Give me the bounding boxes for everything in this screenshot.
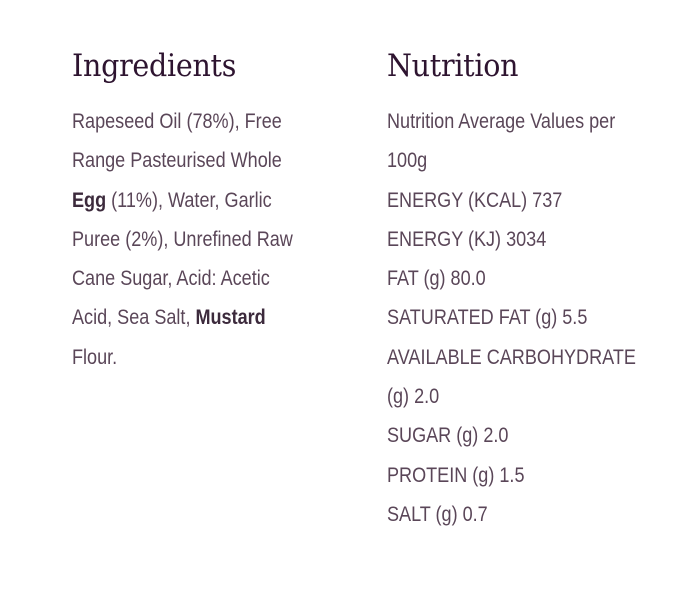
allergen-mustard: Mustard <box>195 306 266 330</box>
ingredients-line: Cane Sugar, Acid: Acetic <box>72 259 356 298</box>
ingredients-line: Acid, Sea Salt, Mustard <box>72 298 356 337</box>
nutrition-saturated-fat: SATURATED FAT (g) 5.5 <box>387 306 588 330</box>
nutrition-intro-unit: 100g <box>387 149 428 173</box>
ingredients-line: Rapeseed Oil (78%), Free <box>72 102 356 141</box>
nutrition-carbohydrate-value: (g) 2.0 <box>387 385 440 409</box>
nutrition-salt: SALT (g) 0.7 <box>387 502 488 526</box>
nutrition-list: Nutrition Average Values per 100g ENERGY… <box>387 102 679 534</box>
nutrition-intro: Nutrition Average Values per <box>387 110 616 133</box>
ingredients-line: Egg (11%), Water, Garlic <box>72 181 356 220</box>
ingredient-text: Cane Sugar, Acid: Acetic <box>72 267 270 291</box>
nutrition-heading: Nutrition <box>387 48 519 84</box>
nutrition-energy-kcal: ENERGY (KCAL) 737 <box>387 188 563 212</box>
nutrition-energy-kj: ENERGY (KJ) 3034 <box>387 227 547 251</box>
ingredient-text: (11%), Water, Garlic <box>106 188 272 212</box>
nutrition-section: Nutrition Nutrition Average Values per 1… <box>387 44 677 534</box>
ingredient-text: Flour. <box>72 345 118 369</box>
ingredient-text: Rapeseed Oil (78%), Free <box>72 110 282 133</box>
nutrition-carbohydrate-label: AVAILABLE CARBOHYDRATE <box>387 345 636 369</box>
ingredients-list: Rapeseed Oil (78%), Free Range Pasteuris… <box>72 102 356 377</box>
ingredient-text: Puree (2%), Unrefined Raw <box>72 227 293 251</box>
ingredients-line: Flour. <box>72 338 356 377</box>
nutrition-protein: PROTEIN (g) 1.5 <box>387 463 525 487</box>
nutrition-sugar: SUGAR (g) 2.0 <box>387 424 509 448</box>
ingredients-line: Puree (2%), Unrefined Raw <box>72 220 356 259</box>
ingredient-text: Range Pasteurised Whole <box>72 149 282 173</box>
ingredients-line: Range Pasteurised Whole <box>72 141 356 180</box>
ingredients-heading: Ingredients <box>72 48 237 84</box>
allergen-egg: Egg <box>72 188 107 212</box>
nutrition-fat: FAT (g) 80.0 <box>387 267 486 291</box>
ingredients-section: Ingredients Rapeseed Oil (78%), Free Ran… <box>72 44 342 377</box>
ingredient-text: Acid, Sea Salt, <box>72 306 196 330</box>
